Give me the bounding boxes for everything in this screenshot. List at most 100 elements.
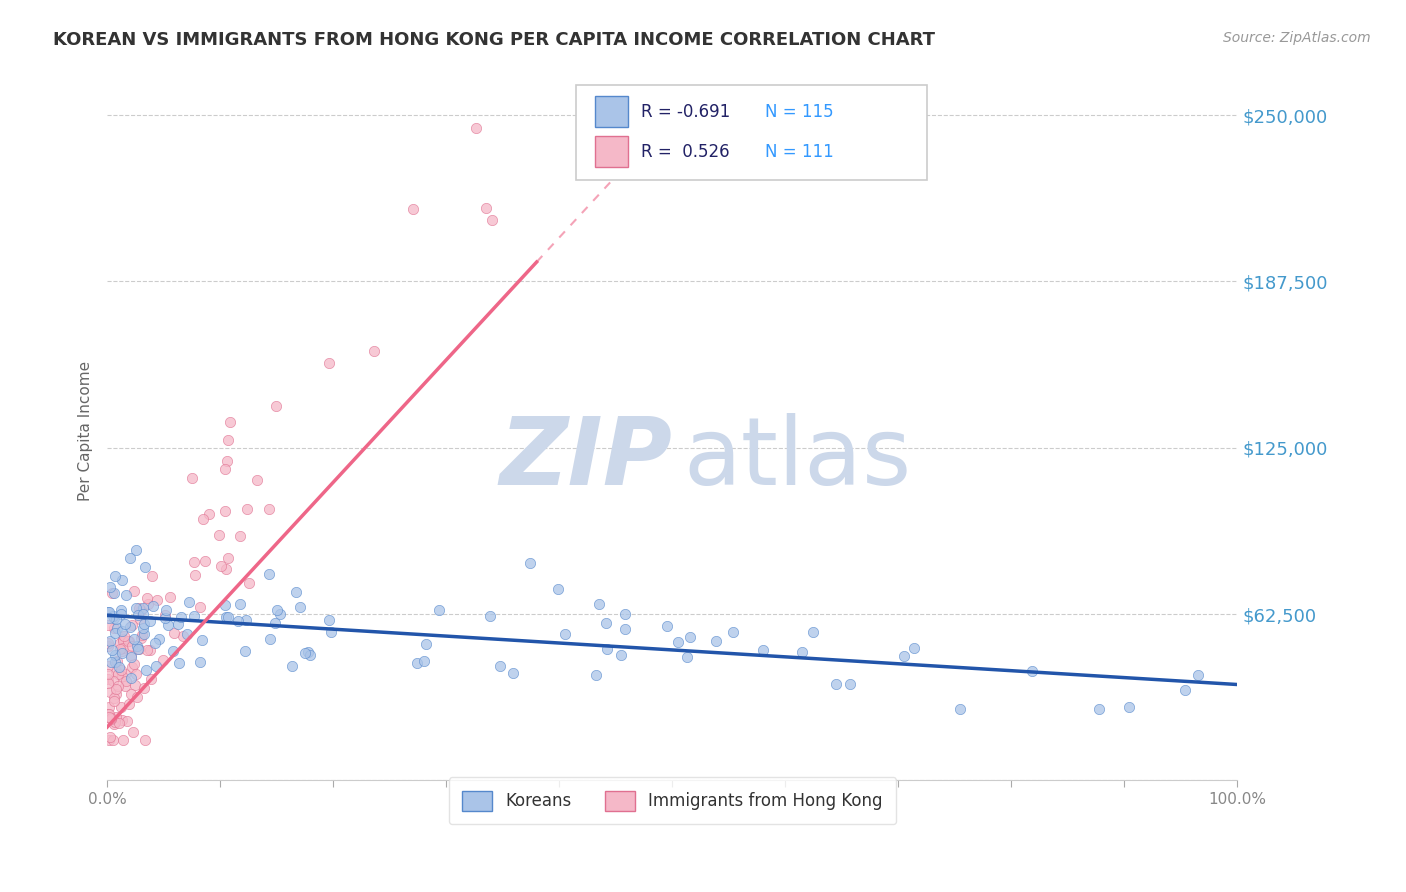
Text: ZIP: ZIP (499, 413, 672, 505)
Point (135, 663, 157, 677)
Point (198, 508, 221, 522)
Point (183, 555, 205, 569)
Point (319, 624, 342, 639)
Point (704, 634, 727, 648)
Point (214, 461, 236, 475)
Point (595, 641, 617, 656)
Point (148, 632, 170, 646)
Point (103, 691, 125, 706)
Point (128, 601, 150, 615)
Point (118, 619, 141, 633)
Point (110, 663, 132, 677)
Point (723, 625, 745, 640)
Text: KOREAN VS IMMIGRANTS FROM HONG KONG PER CAPITA INCOME CORRELATION CHART: KOREAN VS IMMIGRANTS FROM HONG KONG PER … (53, 31, 935, 49)
Point (294, 646, 316, 660)
Point (666, 635, 689, 649)
Point (124, 584, 146, 599)
Text: N = 111: N = 111 (765, 143, 834, 161)
Point (297, 645, 319, 659)
Point (97, 640, 120, 654)
Point (120, 550, 142, 565)
Point (176, 627, 198, 641)
Point (585, 667, 607, 681)
Point (103, 585, 125, 599)
Point (153, 611, 176, 625)
Point (679, 630, 702, 644)
Point (1187, 668, 1209, 682)
Point (101, 733, 124, 747)
Point (121, 659, 143, 673)
Point (107, 666, 129, 681)
Point (122, 657, 145, 671)
Point (502, 666, 524, 681)
Point (121, 724, 143, 739)
Point (655, 618, 678, 632)
Point (790, 644, 813, 658)
Point (141, 569, 163, 583)
Point (110, 624, 132, 639)
Point (235, 613, 257, 627)
Point (156, 617, 179, 632)
Point (269, 607, 291, 622)
Point (105, 621, 128, 635)
Point (110, 607, 132, 621)
Point (132, 600, 155, 615)
Point (208, 528, 231, 542)
Point (145, 659, 167, 673)
Point (108, 659, 131, 673)
Point (143, 636, 166, 650)
Point (97, 611, 120, 625)
Point (217, 551, 239, 566)
Point (122, 632, 145, 646)
Point (1174, 682, 1197, 697)
Point (115, 714, 138, 728)
Point (104, 710, 127, 724)
Point (97, 667, 120, 681)
Point (285, 585, 308, 599)
Point (1021, 664, 1043, 678)
Point (146, 593, 169, 607)
Text: R =  0.526: R = 0.526 (641, 143, 730, 161)
Point (114, 666, 136, 681)
Point (139, 614, 162, 628)
Point (257, 501, 280, 516)
Point (101, 674, 124, 689)
Point (98, 685, 121, 699)
Point (188, 655, 211, 669)
Point (104, 612, 127, 626)
Point (105, 654, 128, 668)
Point (129, 631, 152, 645)
Point (949, 702, 972, 716)
Point (217, 433, 239, 447)
Point (194, 554, 217, 568)
Bar (595, 136, 627, 168)
Text: R = -0.691: R = -0.691 (641, 103, 731, 120)
Point (112, 733, 135, 747)
Point (104, 656, 127, 670)
Point (139, 643, 162, 657)
Point (111, 646, 134, 660)
Point (402, 202, 425, 216)
Point (614, 607, 637, 621)
Point (118, 697, 141, 711)
Point (184, 568, 207, 582)
Point (97, 636, 120, 650)
Point (266, 603, 288, 617)
Point (97, 676, 120, 690)
Point (114, 588, 136, 602)
Point (101, 608, 124, 623)
Point (131, 628, 153, 642)
Point (135, 643, 157, 657)
Point (120, 649, 142, 664)
Point (128, 642, 150, 657)
Point (299, 648, 322, 663)
Point (214, 598, 236, 612)
Point (412, 654, 434, 668)
Point (177, 595, 200, 609)
Legend: Koreans, Immigrants from Hong Kong: Koreans, Immigrants from Hong Kong (449, 777, 896, 824)
Point (111, 641, 134, 656)
Point (110, 700, 132, 714)
Point (107, 679, 129, 693)
Point (318, 356, 340, 370)
Point (120, 671, 142, 685)
